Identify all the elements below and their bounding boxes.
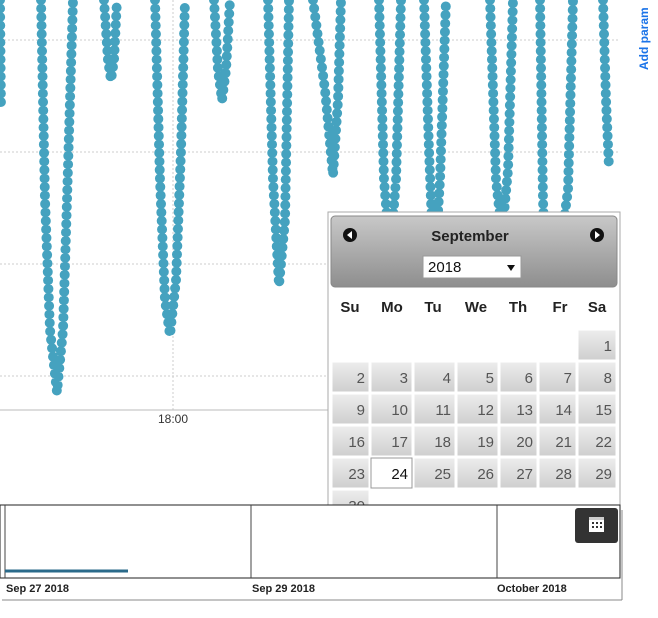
navigator-bg [0, 505, 620, 600]
day-number: 7 [564, 370, 572, 387]
day-number: 27 [516, 466, 533, 483]
day-cell[interactable] [577, 425, 617, 457]
day-number: 21 [555, 434, 572, 451]
day-cell[interactable] [499, 425, 538, 457]
day-cell[interactable] [370, 457, 413, 489]
day-number: 8 [604, 370, 612, 387]
day-cell[interactable] [331, 393, 370, 425]
day-cell[interactable] [413, 361, 456, 393]
day-number: 28 [555, 466, 572, 483]
month-title: September [431, 228, 509, 245]
day-number: 26 [477, 466, 494, 483]
day-number: 12 [477, 402, 494, 419]
day-cell[interactable] [577, 361, 617, 393]
day-number: 16 [348, 434, 365, 451]
day-number: 24 [391, 466, 408, 483]
day-number: 19 [477, 434, 494, 451]
navigator-label: Sep 29 2018 [252, 583, 315, 595]
series-dots [0, 0, 6, 115]
navigator: Sep 27 2018 Sep 29 2018 October 2018 [0, 504, 623, 601]
day-number: 20 [516, 434, 533, 451]
day-cell[interactable] [456, 425, 499, 457]
navigator-frame [0, 504, 621, 579]
prev-arrow [347, 231, 352, 239]
day-number: 17 [391, 434, 408, 451]
day-number: 1 [604, 338, 612, 355]
day-number: 18 [434, 434, 451, 451]
navigator-label: Sep 27 2018 [6, 583, 69, 595]
x-tick-label: 18:00 [158, 412, 188, 426]
day-cell[interactable] [538, 361, 577, 393]
day-cell[interactable] [456, 361, 499, 393]
weekday-label: We [465, 299, 487, 316]
day-number: 4 [443, 370, 451, 387]
day-cell[interactable] [331, 457, 370, 489]
year-select[interactable] [422, 255, 522, 279]
year-value: 2018 [428, 259, 461, 276]
weekday-label: Tu [424, 299, 441, 316]
select-arrow [507, 265, 515, 271]
navigator-label: October 2018 [497, 583, 567, 595]
weekday-label: Th [509, 299, 527, 316]
day-cell[interactable] [331, 425, 370, 457]
day-number: 6 [525, 370, 533, 387]
day-cell[interactable] [538, 425, 577, 457]
day-cell[interactable] [413, 425, 456, 457]
day-number: 29 [595, 466, 612, 483]
series-dots [36, 0, 78, 393]
day-cell[interactable] [370, 393, 413, 425]
series-dots [150, 0, 190, 336]
day-number: 5 [486, 370, 494, 387]
series-dots [99, 0, 122, 81]
next-arrow [595, 231, 600, 239]
day-number: 2 [357, 370, 365, 387]
day-cell[interactable] [413, 393, 456, 425]
day-number: 22 [595, 434, 612, 451]
day-number: 11 [435, 402, 451, 419]
day-cell[interactable] [538, 457, 577, 489]
day-cell[interactable] [577, 457, 617, 489]
calendar-icon [592, 522, 602, 528]
day-number: 13 [516, 402, 533, 419]
weekday-label: Su [340, 299, 359, 316]
day-cell[interactable] [413, 457, 456, 489]
day-number: 23 [348, 466, 365, 483]
day-number: 25 [434, 466, 451, 483]
weekday-label: Mo [381, 299, 403, 316]
datepicker-header [330, 215, 618, 288]
day-number: 15 [595, 402, 612, 419]
day-cell[interactable] [499, 457, 538, 489]
series-dots [598, 0, 614, 173]
day-cell[interactable] [499, 361, 538, 393]
add-param-link[interactable]: Add param [637, 7, 651, 70]
day-number: 10 [391, 402, 408, 419]
day-number: 14 [555, 402, 572, 419]
calendar-icon [589, 517, 604, 520]
weekday-label: Fr [553, 299, 568, 316]
day-cell[interactable] [331, 361, 370, 393]
series-dots [308, 0, 346, 176]
day-cell[interactable] [370, 361, 413, 393]
series-dots [209, 0, 235, 101]
day-cell[interactable] [538, 393, 577, 425]
day-cell[interactable] [370, 425, 413, 457]
series-dots [263, 0, 294, 286]
day-cell[interactable] [577, 329, 617, 361]
calendar-icon [589, 517, 604, 532]
series-dots [485, 0, 518, 236]
day-number: 3 [400, 370, 408, 387]
day-cell[interactable] [577, 393, 617, 425]
day-cell[interactable] [499, 393, 538, 425]
day-cell[interactable] [456, 393, 499, 425]
day-number: 9 [357, 402, 365, 419]
weekday-label: Sa [588, 299, 607, 316]
day-cell[interactable] [456, 457, 499, 489]
